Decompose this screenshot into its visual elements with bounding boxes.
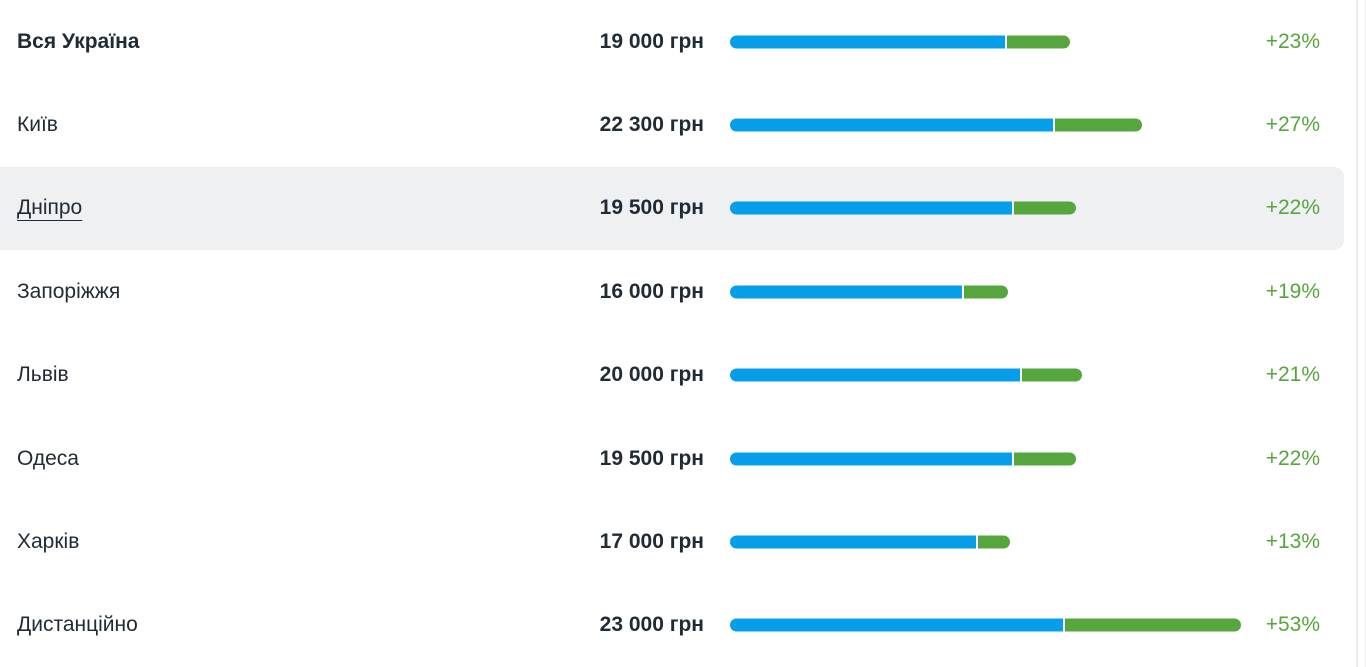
base-salary-bar xyxy=(730,618,1063,632)
salary-value: 22 300 грн xyxy=(599,113,704,137)
salary-value: 19 500 грн xyxy=(599,196,704,220)
city-link[interactable]: Дніпро xyxy=(17,196,83,220)
row-odesa[interactable]: Одеса 19 500 грн +22% xyxy=(0,417,1344,500)
growth-percent: +19% xyxy=(1265,279,1320,303)
salary-value: 23 000 грн xyxy=(599,613,704,637)
base-salary-bar xyxy=(730,285,962,299)
growth-bar xyxy=(1021,368,1083,382)
salary-value: 19 500 грн xyxy=(599,446,704,470)
row-kharkiv[interactable]: Харків 17 000 грн +13% xyxy=(0,500,1344,583)
growth-percent: +13% xyxy=(1265,530,1320,554)
city-link[interactable]: Київ xyxy=(17,113,58,137)
growth-bar xyxy=(1054,118,1142,132)
row-remote[interactable]: Дистанційно 23 000 грн +53% xyxy=(0,584,1344,667)
city-link[interactable]: Запоріжжя xyxy=(17,279,121,303)
growth-percent: +53% xyxy=(1265,613,1320,637)
growth-percent: +27% xyxy=(1265,113,1320,137)
growth-bar xyxy=(1007,35,1071,49)
growth-bar xyxy=(978,535,1011,549)
salary-bar xyxy=(730,35,1071,49)
city-link[interactable]: Дистанційно xyxy=(17,613,138,637)
salary-bar xyxy=(730,452,1077,466)
salary-value: 20 000 грн xyxy=(599,363,704,387)
salary-bar xyxy=(730,285,1008,299)
base-salary-bar xyxy=(730,535,977,549)
city-name: Вся Україна xyxy=(17,29,140,53)
city-link[interactable]: Львів xyxy=(17,363,69,387)
salary-bar xyxy=(730,201,1077,215)
row-kyiv[interactable]: Київ 22 300 грн +27% xyxy=(0,83,1344,166)
growth-percent: +22% xyxy=(1265,196,1320,220)
vertical-scrollbar[interactable] xyxy=(1356,0,1366,667)
growth-bar xyxy=(1014,452,1077,466)
row-zaporizhzhia[interactable]: Запоріжжя 16 000 грн +19% xyxy=(0,250,1344,333)
row-dnipro[interactable]: Дніпро 19 500 грн +22% xyxy=(0,166,1344,251)
scrollbar-thumb[interactable] xyxy=(1357,0,1365,667)
salary-value: 17 000 грн xyxy=(599,530,704,554)
base-salary-bar xyxy=(730,201,1013,215)
base-salary-bar xyxy=(730,118,1053,132)
base-salary-bar xyxy=(730,452,1013,466)
salary-value: 19 000 грн xyxy=(599,29,704,53)
growth-percent: +22% xyxy=(1265,446,1320,470)
salary-bar xyxy=(730,368,1083,382)
salary-bar xyxy=(730,618,1242,632)
growth-percent: +23% xyxy=(1265,29,1320,53)
row-lviv[interactable]: Львів 20 000 грн +21% xyxy=(0,334,1344,417)
growth-bar xyxy=(963,285,1008,299)
growth-bar xyxy=(1014,201,1077,215)
city-link[interactable]: Одеса xyxy=(17,446,79,470)
growth-bar xyxy=(1064,618,1242,632)
base-salary-bar xyxy=(730,368,1020,382)
salary-value: 16 000 грн xyxy=(599,279,704,303)
salary-bar xyxy=(730,535,1011,549)
growth-percent: +21% xyxy=(1265,363,1320,387)
city-link[interactable]: Харків xyxy=(17,530,80,554)
base-salary-bar xyxy=(730,35,1005,49)
row-all-ukraine: Вся Україна 19 000 грн +23% xyxy=(0,0,1344,83)
salary-bar xyxy=(730,118,1142,132)
